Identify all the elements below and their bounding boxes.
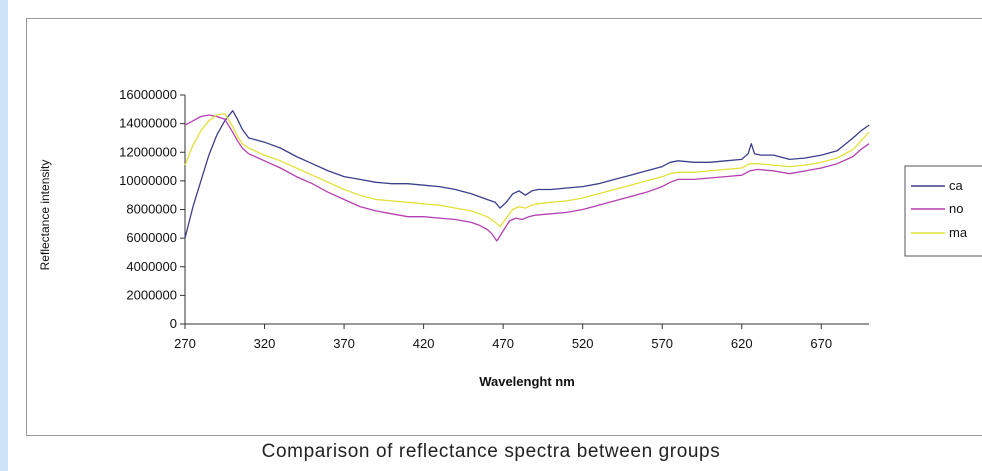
legend-items: ca no ma xyxy=(911,178,968,240)
figure-caption: Comparison of reflectance spectra betwee… xyxy=(261,441,721,462)
legend-label-no: no xyxy=(949,201,963,216)
x-tick-label: 570 xyxy=(651,336,673,351)
axes-layer: 0 2000000 4000000 6000000 8000000 10000000 120… xyxy=(119,87,869,351)
series-line-no xyxy=(184,114,870,242)
legend-label-ca: ca xyxy=(949,178,964,193)
y-tick-label: 12000000 xyxy=(119,144,177,159)
chart-frame: 0 2000000 4000000 6000000 8000000 10000000 120… xyxy=(26,18,982,436)
x-tick-label: 620 xyxy=(731,336,753,351)
x-tick-label: 470 xyxy=(492,336,514,351)
y-tick-label: 14000000 xyxy=(119,116,177,131)
y-tick-label: 6000000 xyxy=(126,230,177,245)
x-tick-label: 670 xyxy=(810,336,832,351)
x-tick-label: 370 xyxy=(333,336,355,351)
left-accent-strip xyxy=(0,0,8,471)
x-tick-label: 320 xyxy=(254,336,276,351)
series-layer xyxy=(184,110,870,242)
x-tick-label: 420 xyxy=(413,336,435,351)
y-tick-label: 16000000 xyxy=(119,87,177,102)
x-tick-label: 520 xyxy=(572,336,594,351)
y-tick-label: 2000000 xyxy=(126,287,177,302)
y-tick-label: 10000000 xyxy=(119,173,177,188)
y-tick-label: 0 xyxy=(170,316,177,331)
x-tick-label: 270 xyxy=(174,336,196,351)
legend-box xyxy=(904,165,982,257)
y-tick-label: 8000000 xyxy=(126,202,177,217)
reflectance-chart: 0 2000000 4000000 6000000 8000000 10000000 120… xyxy=(38,87,982,389)
series-line-ma xyxy=(184,112,870,228)
legend: ca no ma xyxy=(904,165,982,257)
y-tick-label: 4000000 xyxy=(126,259,177,274)
series-line-ca xyxy=(184,110,870,239)
y-axis-title: Reflectance intensity xyxy=(38,160,52,271)
x-axis-title: Wavelenght nm xyxy=(479,374,575,389)
legend-label-ma: ma xyxy=(949,225,968,240)
